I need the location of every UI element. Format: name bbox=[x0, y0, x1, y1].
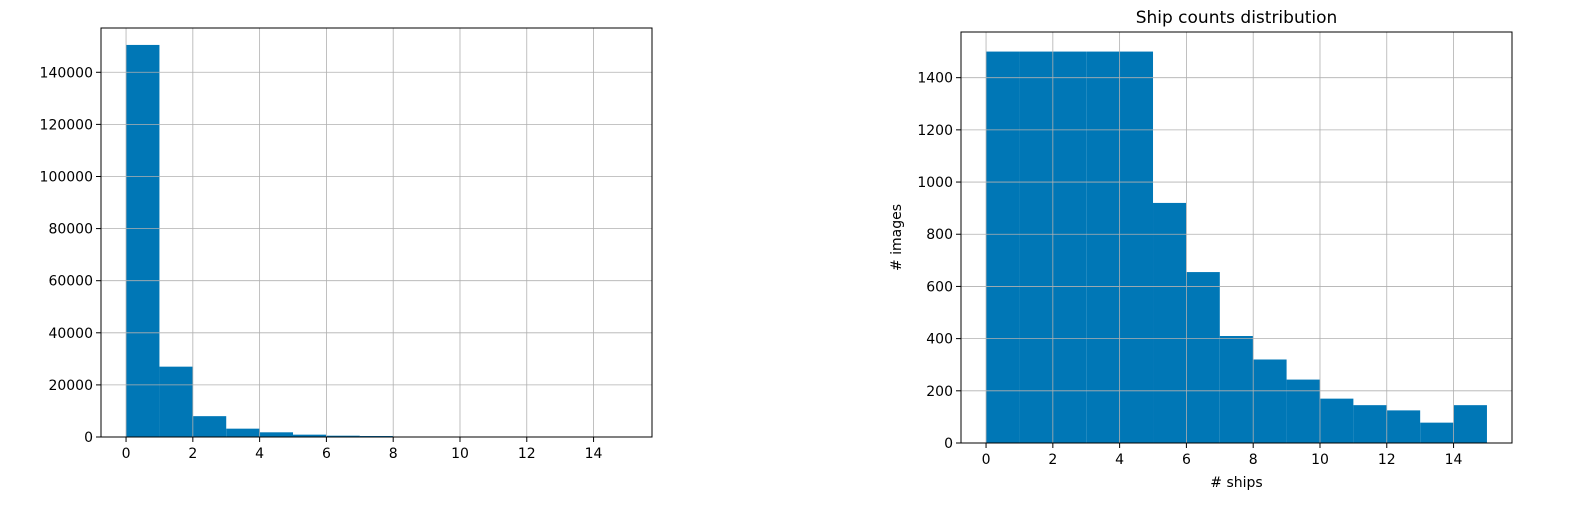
x-tick-label-1-6: 12 bbox=[1378, 452, 1396, 468]
y-tick-label-1-2: 400 bbox=[926, 332, 953, 348]
bar-1-10 bbox=[1319, 398, 1354, 443]
bar-0-1 bbox=[159, 366, 193, 437]
bar-1-2 bbox=[1052, 51, 1087, 443]
plot-frame-1 bbox=[960, 31, 1513, 444]
x-tick-label-1-2: 4 bbox=[1115, 452, 1124, 468]
bar-1-0 bbox=[986, 51, 1020, 443]
x-tick-label-1-7: 14 bbox=[1445, 452, 1463, 468]
bar-1-6 bbox=[1186, 272, 1220, 443]
y-tick-label-1-6: 1200 bbox=[917, 123, 953, 139]
bar-0-3 bbox=[226, 428, 260, 437]
y-axis-label-1: # images bbox=[889, 204, 905, 271]
bar-1-13 bbox=[1420, 422, 1454, 443]
y-tick-label-0-5: 100000 bbox=[40, 169, 93, 185]
x-tick-label-0-6: 12 bbox=[518, 446, 536, 462]
x-tick-label-0-1: 2 bbox=[188, 446, 197, 462]
x-tick-label-1-0: 0 bbox=[982, 452, 991, 468]
y-tick-label-0-7: 140000 bbox=[40, 65, 93, 81]
y-tick-label-1-7: 1400 bbox=[917, 71, 953, 87]
bar-1-1 bbox=[1019, 51, 1053, 443]
y-tick-label-0-3: 60000 bbox=[48, 274, 93, 290]
x-axis-label-1: # ships bbox=[1210, 475, 1262, 491]
x-tick-label-0-3: 6 bbox=[322, 446, 331, 462]
plot-frame-0 bbox=[100, 27, 653, 438]
x-tick-label-0-0: 0 bbox=[122, 446, 131, 462]
x-tick-label-0-7: 14 bbox=[585, 446, 603, 462]
y-tick-label-0-1: 20000 bbox=[48, 378, 93, 394]
bar-0-2 bbox=[192, 416, 227, 437]
bar-1-3 bbox=[1086, 51, 1120, 443]
bar-0-5 bbox=[293, 434, 327, 437]
y-tick-label-0-4: 80000 bbox=[48, 222, 93, 238]
bar-1-11 bbox=[1353, 405, 1387, 443]
bar-1-12 bbox=[1386, 410, 1421, 443]
y-tick-label-0-0: 0 bbox=[84, 430, 93, 446]
bar-1-8 bbox=[1253, 359, 1287, 443]
histogram-right: 0 2 4 6 8 10 12 14 0 200 400 600 800 1000 1200 1400 Ship… bbox=[889, 8, 1513, 491]
y-tick-label-0-2: 40000 bbox=[48, 326, 93, 342]
y-tick-label-1-3: 600 bbox=[926, 279, 953, 295]
x-tick-label-1-4: 8 bbox=[1249, 452, 1258, 468]
x-tick-label-0-4: 8 bbox=[389, 446, 398, 462]
bar-1-5 bbox=[1153, 202, 1187, 443]
y-tick-label-0-6: 120000 bbox=[40, 117, 93, 133]
bar-1-9 bbox=[1286, 379, 1320, 443]
bar-1-7 bbox=[1219, 336, 1254, 443]
x-tick-label-1-5: 10 bbox=[1311, 452, 1329, 468]
x-tick-label-0-2: 4 bbox=[255, 446, 264, 462]
bar-1-4 bbox=[1119, 51, 1154, 443]
y-tick-label-1-4: 800 bbox=[926, 227, 953, 243]
x-tick-label-0-5: 10 bbox=[451, 446, 469, 462]
bar-1-14 bbox=[1453, 405, 1487, 443]
chart-title-1: Ship counts distribution bbox=[1136, 8, 1338, 28]
bar-0-4 bbox=[259, 432, 294, 437]
bar-0-0 bbox=[126, 44, 160, 438]
x-tick-label-1-3: 6 bbox=[1182, 452, 1191, 468]
y-tick-label-1-0: 0 bbox=[944, 436, 953, 452]
y-tick-label-1-1: 200 bbox=[926, 384, 953, 400]
histogram-left: 0 2 4 6 8 10 12 14 0 20000 40000 60000 80000 100000 12… bbox=[40, 27, 653, 462]
x-tick-label-1-1: 2 bbox=[1048, 452, 1057, 468]
y-tick-label-1-5: 1000 bbox=[917, 175, 953, 191]
bar-0-6 bbox=[326, 435, 360, 437]
